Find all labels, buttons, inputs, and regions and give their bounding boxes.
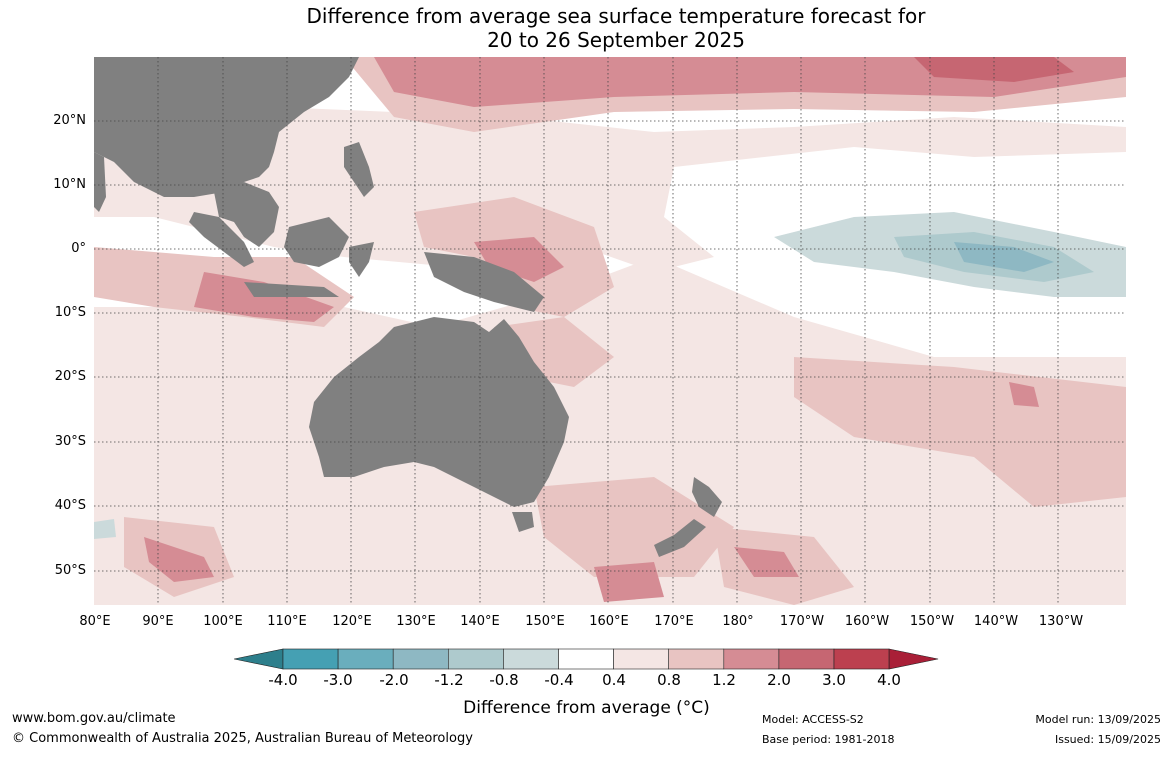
colorbar-swatch xyxy=(558,648,614,670)
colorbar-title: Difference from average (°C) xyxy=(463,698,710,718)
land-asia-mainland xyxy=(94,57,359,197)
land-sumatra xyxy=(189,212,254,267)
anomaly-region-east-pacific-moderate xyxy=(734,547,799,577)
colorbar-tick-label: -0.4 xyxy=(544,671,574,689)
land-tasmania xyxy=(512,512,534,532)
lon-label: 160°E xyxy=(589,614,629,629)
colorbar-swatch xyxy=(668,648,725,670)
lon-label: 170°E xyxy=(654,614,694,629)
lat-label: 20°S xyxy=(54,369,86,384)
land-australia xyxy=(309,317,569,507)
anomaly-region-new-guinea-moderate xyxy=(474,237,564,282)
map-title: Difference from average sea surface temp… xyxy=(0,4,1173,52)
lon-label: 120°E xyxy=(332,614,372,629)
sst-anomaly-map xyxy=(94,57,1126,605)
colorbar-swatch xyxy=(613,648,670,670)
anomaly-region-southwest-moderate xyxy=(144,537,214,582)
lat-label: 40°S xyxy=(54,498,86,513)
map-title-line2: 20 to 26 September 2025 xyxy=(487,28,745,52)
lon-label: 140°E xyxy=(460,614,500,629)
lon-label: 90°E xyxy=(142,614,174,629)
colorbar-swatch xyxy=(503,648,559,670)
colorbar-extension-high xyxy=(888,648,939,670)
lon-label: 110°E xyxy=(267,614,307,629)
colorbar-swatch xyxy=(392,648,449,670)
land-borneo xyxy=(284,217,349,267)
lat-label: 0° xyxy=(71,241,86,256)
copyright-text: © Commonwealth of Australia 2025, Austra… xyxy=(12,731,473,746)
colorbar-tick-label: 1.2 xyxy=(712,671,736,689)
colorbar-extension-low xyxy=(233,648,284,670)
base-period: Base period: 1981-2018 xyxy=(762,733,895,746)
lon-label: 150°W xyxy=(909,614,955,629)
lat-label: 50°S xyxy=(54,563,86,578)
lat-label: 30°S xyxy=(54,434,86,449)
colorbar-tick-label: 3.0 xyxy=(822,671,846,689)
anomaly-region-cool-strong xyxy=(954,242,1054,272)
lon-label: 130°W xyxy=(1038,614,1084,629)
colorbar-swatch xyxy=(833,648,890,670)
graticule xyxy=(94,57,1126,605)
colorbar-tick-label: -3.0 xyxy=(323,671,353,689)
colorbar-tick-label: 2.0 xyxy=(767,671,791,689)
lon-label: 140°W xyxy=(973,614,1019,629)
colorbar-tick-label: -0.8 xyxy=(489,671,519,689)
issued-date: Issued: 15/09/2025 xyxy=(1054,733,1161,746)
anomaly-region-south-pacific-warm xyxy=(794,357,1126,507)
lon-label: 130°E xyxy=(396,614,436,629)
land-india-tip xyxy=(94,152,106,212)
land-new-zealand-south xyxy=(654,519,706,557)
colorbar-tick-label: 4.0 xyxy=(877,671,901,689)
lon-label: 100°E xyxy=(203,614,243,629)
anomaly-region-tasman-moderate xyxy=(594,562,664,602)
lon-label: 150°E xyxy=(525,614,565,629)
lat-label: 10°S xyxy=(54,305,86,320)
land-indochina xyxy=(214,182,279,247)
map-title-line1: Difference from average sea surface temp… xyxy=(306,4,926,28)
lon-label: 80°E xyxy=(79,614,111,629)
anomaly-region-light-warm-south xyxy=(94,257,1126,605)
model-run-date: Model run: 13/09/2025 xyxy=(1035,713,1161,726)
anomaly-region-tasman-warm xyxy=(534,477,734,577)
lon-label: 180° xyxy=(722,614,754,629)
land-sulawesi xyxy=(349,242,374,277)
colorbar-tick-label: -1.2 xyxy=(434,671,464,689)
lon-label: 170°W xyxy=(779,614,825,629)
colorbar-tick-label: -2.0 xyxy=(379,671,409,689)
lat-label: 10°N xyxy=(53,177,86,192)
land-masses xyxy=(94,57,722,557)
anomaly-region-south-pacific-moderate xyxy=(1009,382,1039,407)
colorbar-swatch xyxy=(778,648,835,670)
lon-label: 160°W xyxy=(844,614,890,629)
colorbar-swatch xyxy=(723,648,780,670)
land-philippines xyxy=(344,142,374,197)
colorbar-tick-label: -4.0 xyxy=(268,671,298,689)
model-name: Model: ACCESS-S2 xyxy=(762,713,864,726)
land-new-zealand-north xyxy=(692,477,722,517)
lat-label: 20°N xyxy=(53,113,86,128)
anomaly-region-cool-southwest xyxy=(94,519,116,539)
land-new-guinea xyxy=(424,252,544,312)
website-link[interactable]: www.bom.gov.au/climate xyxy=(12,711,176,726)
land-java xyxy=(244,282,339,297)
colorbar-swatch xyxy=(448,648,504,670)
colorbar-swatch xyxy=(337,648,394,670)
colorbar xyxy=(233,646,940,672)
colorbar-tick-label: 0.4 xyxy=(602,671,626,689)
colorbar-swatch xyxy=(282,648,339,670)
colorbar-tick-label: 0.8 xyxy=(657,671,681,689)
